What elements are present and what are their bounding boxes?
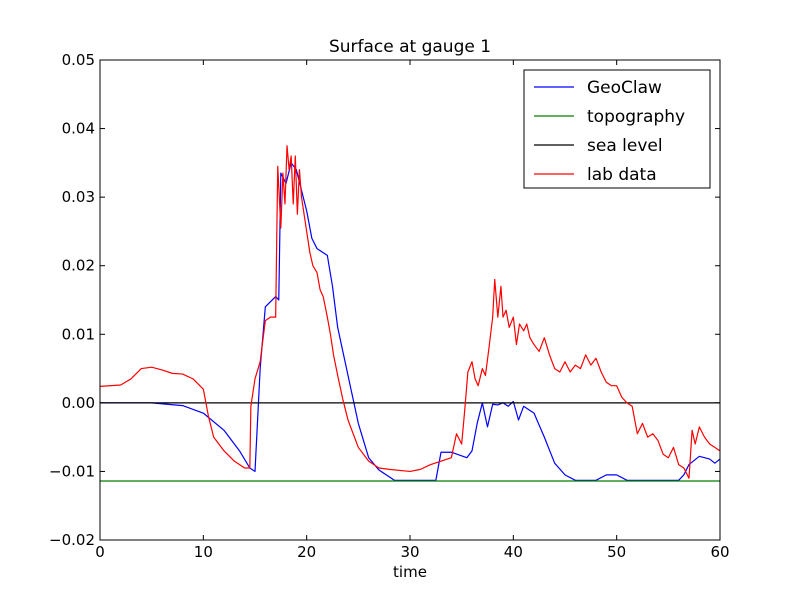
y-tick-label: −0.01 (49, 462, 95, 480)
y-tick-label: 0.03 (62, 188, 95, 206)
x-axis-label: time (393, 563, 427, 581)
y-tick-label: 0.01 (62, 325, 95, 343)
x-tick-label: 30 (400, 543, 419, 561)
series-line-lab-data (99, 145, 721, 479)
legend-label: sea level (587, 136, 663, 156)
x-tick-label: 10 (194, 543, 213, 561)
legend-label: topography (587, 107, 685, 127)
y-tick-label: −0.02 (49, 531, 95, 549)
x-tick-label: 20 (297, 543, 316, 561)
chart-title: Surface at gauge 1 (329, 37, 491, 57)
y-tick-label: 0.02 (62, 257, 95, 275)
legend-label: lab data (587, 165, 657, 185)
x-tick-label: 0 (95, 543, 105, 561)
legend-box (523, 69, 711, 189)
x-tick-label: 60 (710, 543, 729, 561)
legend-label: GeoClaw (587, 78, 662, 98)
x-tick-label: 40 (504, 543, 523, 561)
legend: GeoClaw topography sea level lab data (523, 69, 711, 189)
y-tick-label: 0.04 (62, 120, 95, 138)
x-tick-label: 50 (607, 543, 626, 561)
series-layer (99, 145, 721, 482)
y-tick-label: 0.00 (62, 394, 95, 412)
tick-layer: 0 10 20 30 40 50 60 −0.02 −0.01 0.00 0.01 0.02 0.03 0… (49, 51, 730, 561)
y-tick-label: 0.05 (62, 51, 95, 69)
